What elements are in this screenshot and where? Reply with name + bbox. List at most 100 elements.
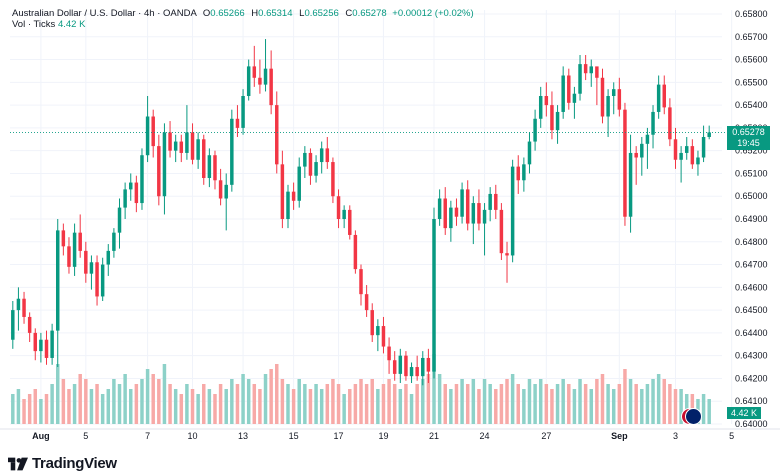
volume-bar — [387, 379, 391, 424]
candle-body — [235, 118, 240, 128]
candle-body — [218, 180, 223, 199]
volume-bar — [499, 384, 504, 424]
candle-body — [628, 152, 633, 217]
candle-body — [11, 310, 15, 340]
time-tick-label: 13 — [238, 431, 248, 441]
volume-bar — [55, 364, 60, 424]
candle-body — [544, 96, 549, 106]
price-axis: 0.658000.657000.656000.655000.654000.653… — [735, 9, 768, 429]
candle-body — [61, 230, 66, 247]
candle-body — [651, 111, 655, 135]
candle-body — [202, 139, 206, 178]
candle-body — [123, 189, 127, 208]
candle-body — [421, 357, 425, 377]
candle-body — [39, 339, 43, 352]
candle-body — [465, 189, 470, 224]
volume-value: 4.42 K — [57, 19, 86, 30]
volume-bar — [550, 389, 554, 424]
price-tick-label: 0.64800 — [735, 237, 768, 247]
candle-body — [303, 152, 307, 167]
volume-bar — [44, 394, 49, 424]
price-tick-label: 0.64600 — [735, 282, 768, 292]
candle-body — [319, 148, 324, 163]
volume-bar — [11, 394, 15, 424]
candle-body — [16, 298, 21, 311]
volume-bar — [465, 384, 470, 424]
tradingview-logo[interactable]: TradingView — [8, 455, 117, 472]
volume-bar — [567, 384, 571, 424]
price-tick-label: 0.64300 — [735, 351, 768, 361]
candle-body — [213, 155, 217, 181]
candle-body — [145, 116, 150, 156]
volume-bar — [449, 389, 453, 424]
candle-body — [376, 326, 380, 336]
volume-bar — [145, 369, 150, 424]
candle-body — [668, 107, 672, 140]
candle-body — [443, 198, 447, 229]
candle-body — [606, 96, 610, 117]
volume-bar — [106, 389, 111, 424]
volume-bar — [443, 384, 447, 424]
volume-tag: 4.42 K — [727, 407, 761, 419]
candle-body — [482, 209, 487, 224]
candle-body — [258, 77, 262, 85]
volume-bar — [589, 389, 593, 424]
candle-body — [634, 152, 638, 158]
candle-body — [477, 203, 481, 224]
candle-body — [527, 141, 532, 165]
volume-bar — [252, 384, 257, 424]
last-price-tag: 0.65278 19:45 — [727, 126, 770, 151]
candle-body — [381, 326, 386, 347]
candle-body — [134, 182, 139, 204]
volume-bar — [516, 384, 520, 424]
volume-bar — [185, 384, 189, 424]
volume-bar — [679, 389, 683, 424]
volume-label[interactable]: Vol · Ticks — [12, 19, 56, 30]
change-value: +0.00012 (+0.02%) — [392, 8, 474, 19]
low-value: 0.65256 — [304, 8, 339, 19]
volume-bar — [460, 379, 464, 424]
volume-bar — [640, 389, 644, 424]
volume-bar — [207, 389, 212, 424]
candle-body — [196, 139, 200, 160]
volume-bar — [218, 384, 223, 424]
volume-bar — [22, 399, 26, 424]
candle-body — [611, 89, 616, 96]
high-label: H — [251, 8, 259, 19]
time-tick-label: 21 — [429, 431, 439, 441]
candle-body — [617, 89, 622, 110]
volume-bar — [213, 394, 217, 424]
volume-bar — [623, 369, 627, 424]
volume-bar — [275, 364, 279, 424]
volume-bar — [308, 389, 313, 424]
candle-body — [432, 219, 436, 372]
volume-bar — [398, 389, 403, 424]
candle-body — [286, 191, 290, 219]
volume-bar — [235, 384, 240, 424]
candle-body — [207, 155, 212, 178]
candle-body — [595, 66, 599, 78]
volume-bar — [477, 389, 481, 424]
candle-body — [117, 207, 122, 233]
volume-bar — [117, 384, 122, 424]
bar-countdown: 19:45 — [737, 138, 760, 149]
candle-body — [190, 132, 195, 160]
volume-bar — [600, 374, 605, 424]
volume-bar — [617, 384, 622, 424]
volume-bar — [426, 374, 431, 424]
time-tick-label: 17 — [334, 431, 344, 441]
candle-body — [684, 146, 689, 153]
price-tick-label: 0.64500 — [735, 305, 768, 315]
price-tick-label: 0.65600 — [735, 55, 768, 65]
economic-event-flag-icon-2[interactable] — [685, 408, 702, 425]
volume-bar — [224, 389, 228, 424]
candle-body — [578, 64, 582, 94]
symbol-name[interactable]: Australian Dollar / U.S. Dollar · 4h · O… — [12, 8, 197, 19]
volume-legend: Vol · Ticks 4.42 K — [12, 19, 85, 30]
candle-body — [325, 148, 330, 163]
candle-body — [696, 157, 700, 165]
candle-body — [67, 246, 71, 267]
volume-bar — [325, 384, 330, 424]
volume-bar — [33, 389, 38, 424]
